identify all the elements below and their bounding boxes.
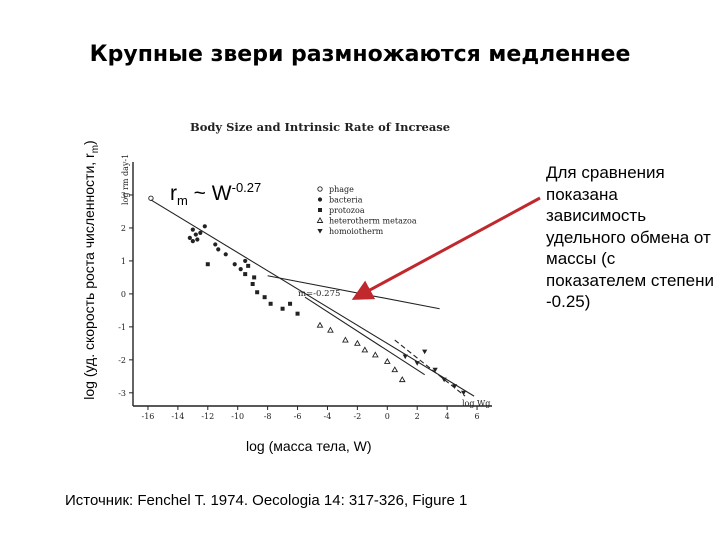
bacteria-point-11 [223, 252, 228, 257]
figure-points [148, 195, 467, 396]
x-tick-label-9: 2 [415, 412, 420, 421]
bacteria-point-10 [243, 258, 248, 264]
x-tick-label-11: 6 [474, 412, 479, 421]
y-tick-label-2: 1 [121, 257, 126, 266]
bacteria-point-3 [198, 230, 203, 235]
protozoa-point-10 [295, 311, 300, 316]
x-tick-label-10: 4 [445, 412, 450, 421]
bacteria-point-7 [213, 242, 218, 247]
homoiotherm-point-0 [402, 354, 408, 360]
legend-label-2: protozoa [329, 206, 365, 215]
protozoa-point-9 [252, 275, 257, 280]
heterotherm-metazoa-point-5 [371, 351, 379, 358]
source-citation: Источник: Fenchel T. 1974. Oecologia 14:… [65, 492, 468, 509]
formula-subscript: m [177, 193, 188, 209]
scanned-figure: Body Size and Intrinsic Rate of Increase… [118, 120, 492, 421]
x-tick-label-4: -8 [264, 412, 272, 421]
bacteria-point-1 [193, 232, 198, 237]
bacteria-point-9 [238, 267, 243, 272]
heterotherm-metazoa-point-2 [342, 336, 349, 343]
protozoa-point-1 [243, 272, 248, 277]
bacteria-point-5 [202, 224, 207, 229]
heterotherm-metazoa-point-6 [383, 357, 391, 364]
heterotherm-metazoa-point-1 [327, 326, 334, 333]
bacteria-point-8 [232, 262, 237, 267]
x-tick-label-7: -2 [353, 412, 361, 421]
heterotherm-metazoa-point-7 [391, 366, 399, 373]
protozoa-point-5 [268, 301, 273, 306]
homoiotherm-point-1 [414, 361, 420, 366]
heterotherm-metazoa-point-8 [398, 376, 406, 383]
y-tick-label-0: 3 [121, 191, 126, 200]
y-tick-label-5: -2 [118, 356, 126, 365]
bacteria-point-12 [216, 247, 221, 252]
formula-rest: ~ W [187, 182, 232, 205]
homoiotherm-point-2 [422, 349, 428, 355]
figure-title: Body Size and Intrinsic Rate of Increase [190, 120, 450, 134]
protozoa-point-0 [205, 262, 210, 267]
legend-marker-2 [318, 208, 322, 212]
comparison-line [304, 296, 425, 376]
protozoa-point-8 [246, 263, 251, 268]
bacteria-point-0 [190, 227, 195, 232]
legend-marker-1 [317, 197, 323, 202]
regression-label: m=-0.275 [298, 289, 340, 299]
formula: rm ~ W-0.27 [170, 180, 261, 208]
heterotherm-metazoa-point-3 [354, 339, 361, 346]
legend-label-0: phage [329, 185, 354, 194]
x-tick-label-3: -10 [231, 412, 244, 421]
regression-line [150, 199, 475, 397]
slide-title: Крупные звери размножаются медленнее [89, 42, 631, 67]
formula-exponent: -0.27 [231, 180, 262, 195]
protozoa-point-7 [288, 301, 293, 306]
phage-point-0 [148, 195, 154, 201]
figure-xlabel: log Wg [462, 399, 490, 408]
x-tick-label-8: 0 [385, 412, 390, 421]
y-tick-label-6: -3 [118, 389, 126, 398]
formula-base: r [170, 182, 177, 205]
homoiotherm-point-4 [441, 377, 447, 383]
legend-label-4: homoiotherm [329, 227, 384, 236]
bacteria-point-4 [190, 239, 195, 244]
bacteria-point-6 [195, 237, 200, 242]
x-tick-label-6: -4 [324, 412, 332, 421]
y-tick-label-3: 0 [121, 290, 126, 299]
legend-marker-4 [317, 229, 323, 234]
legend-label-1: bacteria [329, 196, 363, 205]
legend-marker-3 [316, 216, 324, 223]
x-tick-label-2: -12 [201, 412, 214, 421]
x-tick-label-1: -14 [171, 412, 184, 421]
figure-ylabel: log rm day-1 [121, 154, 130, 205]
figure-ticks: -16 -14 -12 -10 -8 -6 -4 -2 0 2 4 6 3 2 1 0 -1 -2 -3 [118, 191, 479, 421]
legend-label-3: heterotherm metazoa [329, 217, 417, 226]
protozoa-point-3 [255, 290, 260, 295]
annotation-arrow [351, 196, 541, 300]
homoiotherm-point-6 [460, 390, 467, 396]
heterotherm-metazoa-point-0 [316, 321, 324, 328]
protozoa-point-4 [262, 295, 267, 300]
legend-marker-0 [317, 186, 323, 192]
x-tick-label-0: -16 [142, 412, 155, 421]
y-tick-label-4: -1 [118, 323, 126, 332]
protozoa-point-2 [250, 282, 255, 286]
homoiotherm-point-5 [452, 384, 458, 389]
homoiotherm-line [394, 339, 466, 397]
x-axis-caption: log (масса тела, W) [246, 438, 372, 454]
homoiotherm-point-3 [432, 367, 438, 373]
comparison-note: Для сравнения показана зависимость удель… [546, 163, 714, 311]
y-tick-label-1: 2 [121, 224, 126, 233]
bacteria-point-2 [187, 235, 192, 240]
protozoa-point-6 [280, 306, 285, 311]
heterotherm-metazoa-point-4 [361, 346, 369, 353]
x-tick-label-5: -6 [294, 412, 302, 421]
